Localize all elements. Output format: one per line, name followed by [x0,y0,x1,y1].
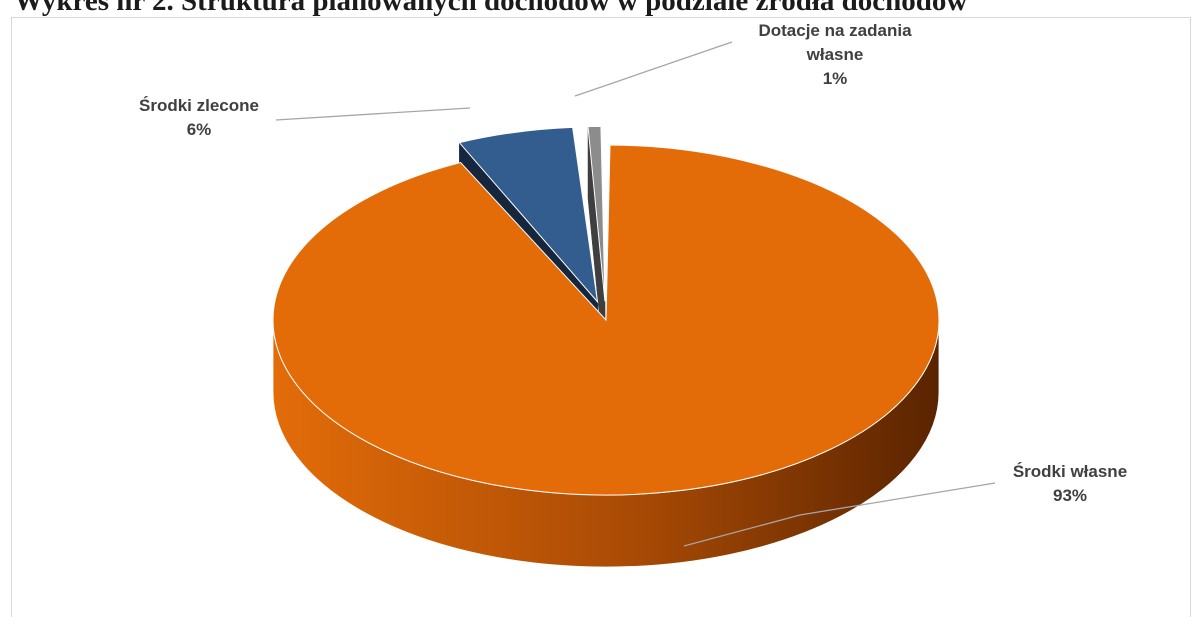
data-label-name-dotacje-na-zadania-w-asne: Dotacje na zadania [758,21,912,40]
leader-line-rodki-zlecone [275,107,471,121]
page-title: Wykres nr 2. Struktura planowanych docho… [14,0,968,16]
data-label-value-rodki-zlecone: 6% [187,120,212,139]
page: Wykres nr 2. Struktura planowanych docho… [11,0,1191,617]
slice-dotacje-na-zadania-w-asne [587,125,606,302]
leader-line-rodki-w-asne [683,482,996,547]
data-labels: Środki własne 93% Środki zlecone 6% Dotacje … [139,21,1127,505]
leader-lines [275,41,996,547]
chart-frame [11,17,1191,617]
data-label-value-dotacje-na-zadania-w-asne: 1% [823,69,848,88]
slice-rodki-zlecone [458,126,599,304]
leader-line-dotacje-na-zadania-w-asne [574,41,733,97]
data-label-value-rodki-w-asne: 93% [1053,486,1087,505]
data-label-name-rodki-w-asne: Środki własne [1013,462,1127,481]
pie-chart: Środki własne 93% Środki zlecone 6% Dotacje … [139,21,1127,568]
data-label-name-dotacje-na-zadania-w-asne: własne [806,45,864,64]
data-label-name-rodki-zlecone: Środki zlecone [139,96,259,115]
slice-rodki-w-asne [272,144,940,496]
pie-tops [272,125,940,496]
